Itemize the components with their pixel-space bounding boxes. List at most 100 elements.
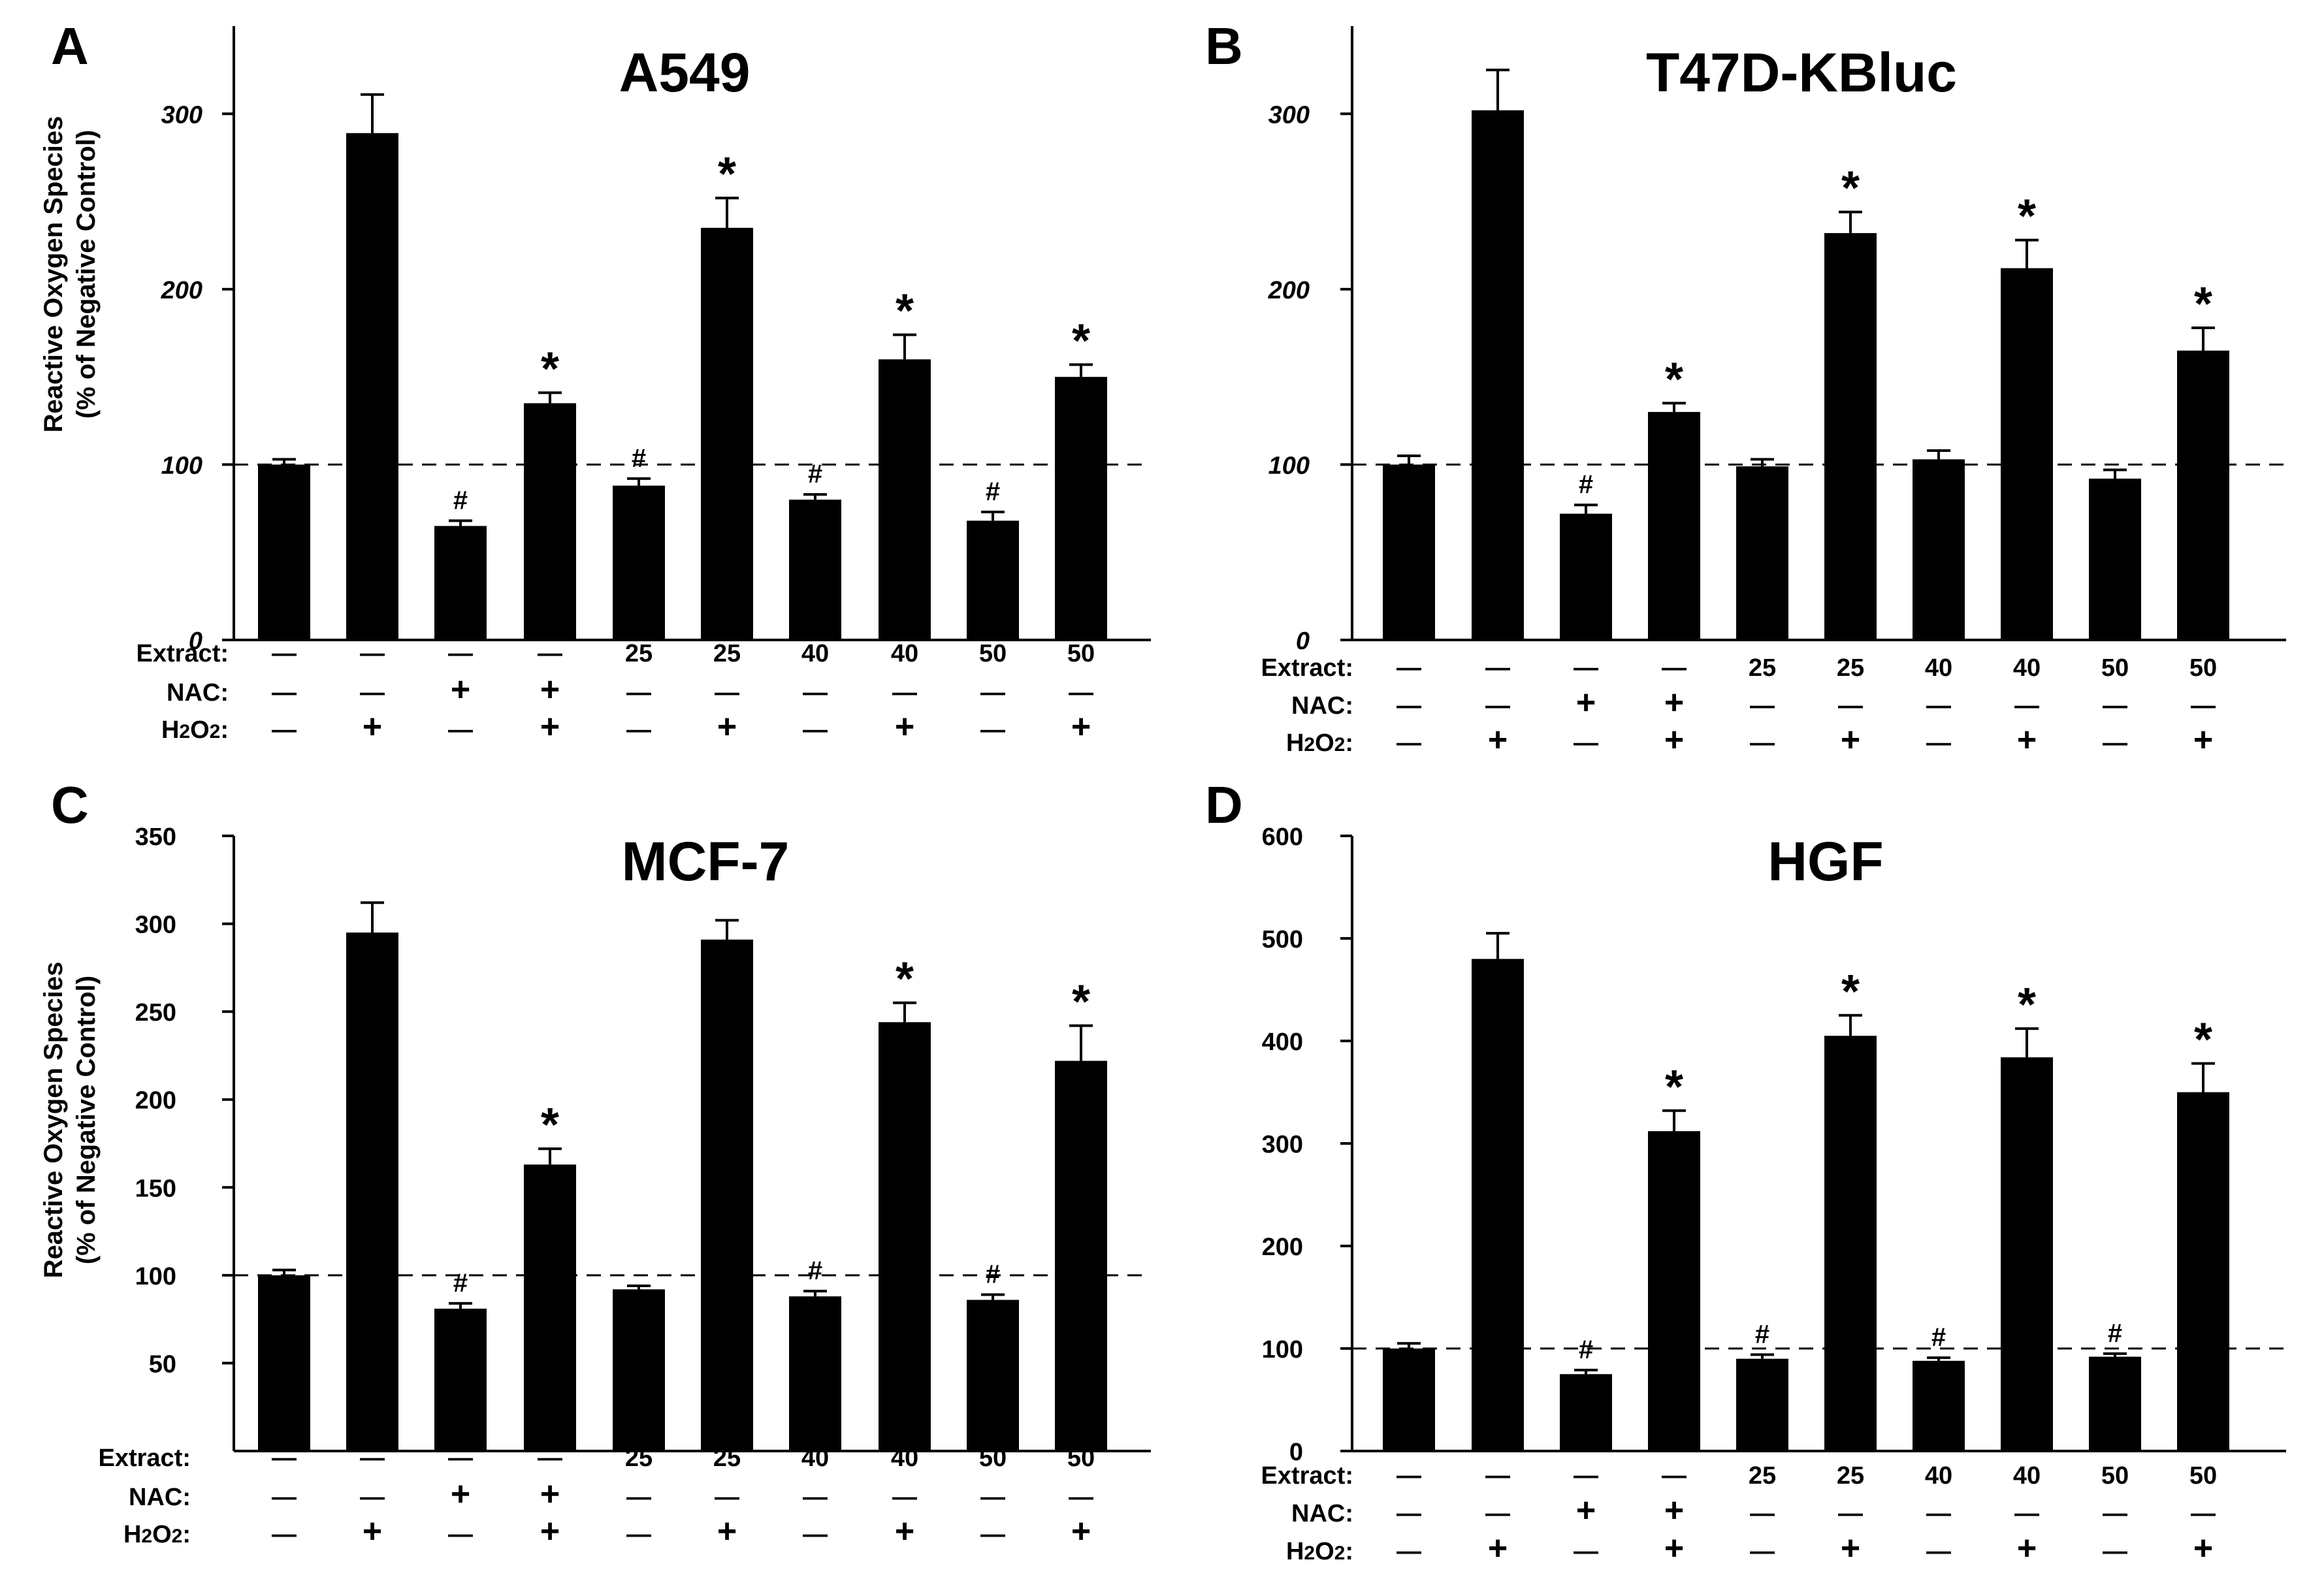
condition-cell: +	[717, 1512, 737, 1550]
condition-cell: —	[360, 1484, 385, 1511]
condition-cell: —	[1069, 1484, 1093, 1511]
panel-title: A549	[619, 42, 751, 103]
subscript: 2	[1334, 1542, 1346, 1564]
label-part: :	[1345, 729, 1353, 757]
subscript: 2	[141, 1525, 152, 1547]
condition-cell: —	[1397, 1500, 1421, 1527]
condition-cell: 40	[2013, 1462, 2041, 1490]
condition-cell: +	[451, 1475, 470, 1513]
condition-cell: —	[1574, 1462, 1598, 1490]
bar	[1824, 1036, 1877, 1451]
condition-cell: —	[1574, 729, 1598, 757]
condition-cell: —	[1662, 1462, 1687, 1490]
y-axis-label-line1: Reactive Oxygen Species	[39, 962, 68, 1279]
subscript: 2	[179, 721, 190, 742]
condition-cell: 40	[891, 1444, 918, 1472]
panel-title: HGF	[1768, 831, 1883, 892]
condition-cell: —	[1069, 679, 1093, 707]
bar	[524, 1164, 576, 1451]
subscript: 2	[1334, 734, 1346, 756]
bar	[2089, 1356, 2141, 1451]
condition-cell: —	[1485, 1462, 1510, 1490]
condition-label-extract: Extract:	[1261, 1462, 1354, 1490]
condition-cell: —	[272, 1521, 297, 1548]
condition-cell: —	[626, 716, 651, 744]
bar	[2001, 268, 2053, 641]
panel-title: MCF-7	[622, 831, 790, 892]
condition-cell: —	[980, 1484, 1005, 1511]
condition-cell: —	[1485, 654, 1510, 682]
y-axis-label: Reactive Oxygen Species (% of Negative Co…	[39, 962, 101, 1279]
y-tick-label: 150	[135, 1175, 176, 1202]
condition-cell: +	[895, 708, 914, 746]
condition-cell: —	[1750, 1538, 1775, 1565]
condition-cell: —	[715, 679, 739, 707]
condition-cell: +	[2193, 721, 2213, 759]
condition-cell: —	[803, 1521, 828, 1548]
condition-label-extract: Extract:	[99, 1444, 191, 1472]
y-tick-label: 0	[1296, 628, 1310, 655]
condition-cell: —	[1574, 654, 1598, 682]
significance-star: *	[2194, 1014, 2212, 1066]
y-tick-label: 300	[1268, 101, 1310, 129]
y-tick-label: 300	[135, 912, 176, 939]
condition-cell: —	[1838, 1500, 1863, 1527]
condition-cell: —	[272, 716, 297, 744]
condition-cell: —	[448, 716, 473, 744]
y-tick-label: 300	[161, 101, 202, 129]
significance-star: *	[541, 343, 559, 395]
significance-star: *	[1665, 1061, 1683, 1113]
bar	[2089, 478, 2141, 640]
condition-cell: —	[448, 1444, 473, 1472]
significance-star: *	[2018, 191, 2036, 243]
condition-cell: +	[1841, 1529, 1860, 1567]
condition-cell: —	[1750, 1500, 1775, 1527]
subscript: 2	[1304, 1542, 1315, 1564]
bar	[1913, 459, 1965, 640]
bar	[613, 1289, 665, 1451]
condition-cell: 50	[979, 640, 1007, 667]
condition-cell: 25	[1837, 654, 1864, 682]
condition-cell: —	[803, 679, 828, 707]
significance-hash: #	[1579, 470, 1593, 499]
bar	[1736, 466, 1788, 640]
bar	[789, 500, 841, 640]
condition-cell: 50	[979, 1444, 1007, 1472]
panel-letter: B	[1205, 17, 1243, 75]
bar	[1055, 1061, 1107, 1451]
condition-cell: 25	[1837, 1462, 1864, 1490]
condition-cell: —	[892, 679, 917, 707]
bar	[613, 485, 665, 640]
significance-star: *	[2194, 278, 2212, 330]
condition-cell: —	[980, 679, 1005, 707]
label-part: H	[161, 716, 179, 744]
condition-label-nac: NAC:	[167, 679, 229, 707]
condition-cell: 40	[1925, 654, 1952, 682]
condition-cell: —	[272, 1444, 297, 1472]
bar	[1736, 1358, 1788, 1451]
bar	[434, 526, 487, 640]
significance-hash: #	[808, 1256, 822, 1285]
label-part: :	[220, 716, 229, 744]
condition-cell: —	[272, 1484, 297, 1511]
condition-cell: —	[2014, 692, 2039, 720]
condition-cell: +	[2017, 1529, 2037, 1567]
bar	[1648, 411, 1700, 640]
condition-cell: —	[980, 716, 1005, 744]
condition-cell: +	[1488, 721, 1508, 759]
condition-cell: —	[1397, 692, 1421, 720]
y-tick-label: 200	[1262, 1234, 1303, 1261]
condition-cell: 40	[1925, 1462, 1952, 1490]
condition-label-h2o2: H2O2:	[1286, 729, 1353, 757]
significance-star: *	[1072, 976, 1090, 1029]
significance-hash: #	[453, 1269, 468, 1298]
y-tick-label: 200	[1268, 277, 1310, 304]
condition-cell: 50	[2101, 1462, 2129, 1490]
condition-cell: +	[1664, 1529, 1684, 1567]
condition-cell: —	[538, 640, 562, 667]
condition-cell: —	[1397, 1538, 1421, 1565]
condition-cell: +	[1664, 1492, 1684, 1529]
bar	[701, 227, 753, 640]
condition-cell: +	[540, 708, 560, 746]
